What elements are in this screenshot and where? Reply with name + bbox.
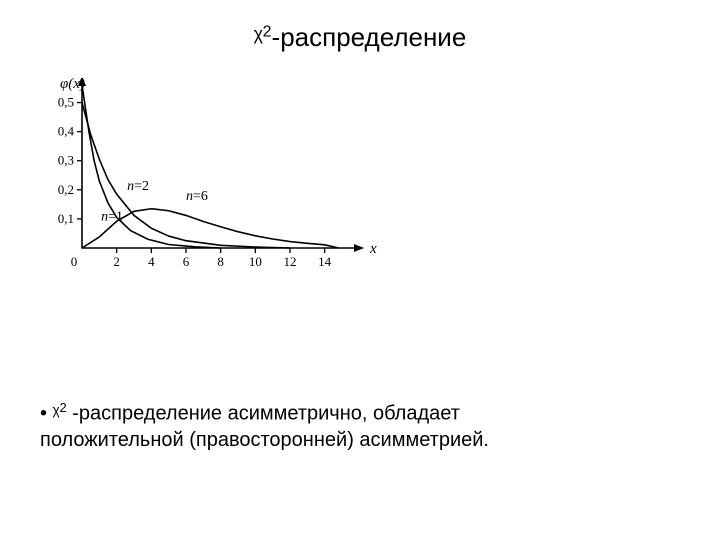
svg-text:12: 12: [284, 254, 297, 269]
body-exponent: 2: [59, 400, 66, 415]
svg-text:φ(x): φ(x): [60, 78, 85, 92]
svg-text:0: 0: [71, 254, 78, 269]
body-line-2: положительной (правосторонней) асимметри…: [40, 427, 680, 453]
chart-svg: 0 2 4 6 8 10 12 14 0,1 0,2 0,3 0,4 0,5 φ(x) x n=1 n=2 n=6: [30, 78, 380, 288]
body-line-1: • ᵡ2 -распределение асимметрично, облада…: [40, 400, 680, 427]
slide: ᵡ2-распределение 024681012140,10,20,30,4…: [0, 0, 720, 540]
svg-text:10: 10: [249, 254, 262, 269]
svg-text:n=1: n=1: [101, 209, 123, 224]
svg-text:n=2: n=2: [127, 179, 149, 194]
chi-square-chart: 0 2 4 6 8 10 12 14 0,1 0,2 0,3 0,4 0,5 φ(x) x n=1 n=2 n=6: [30, 78, 380, 298]
page-title: ᵡ2-распределение: [0, 22, 720, 53]
svg-text:4: 4: [148, 254, 155, 269]
body-text: • ᵡ2 -распределение асимметрично, облада…: [40, 400, 680, 453]
svg-text:0,1: 0,1: [58, 211, 74, 226]
svg-text:0,4: 0,4: [58, 124, 75, 139]
svg-text:0,5: 0,5: [58, 95, 74, 110]
svg-text:0,3: 0,3: [58, 153, 74, 168]
svg-text:x: x: [369, 241, 377, 257]
title-exponent: 2: [263, 23, 272, 40]
svg-text:14: 14: [318, 254, 332, 269]
svg-text:6: 6: [183, 254, 190, 269]
title-rest: -распределение: [272, 22, 467, 52]
svg-text:8: 8: [217, 254, 224, 269]
svg-text:n=6: n=6: [186, 189, 208, 204]
body-line1-rest: -распределение асимметрично, обладает: [67, 403, 460, 425]
svg-text:0,2: 0,2: [58, 182, 74, 197]
svg-text:2: 2: [113, 254, 120, 269]
title-symbol: ᵡ: [254, 22, 263, 52]
